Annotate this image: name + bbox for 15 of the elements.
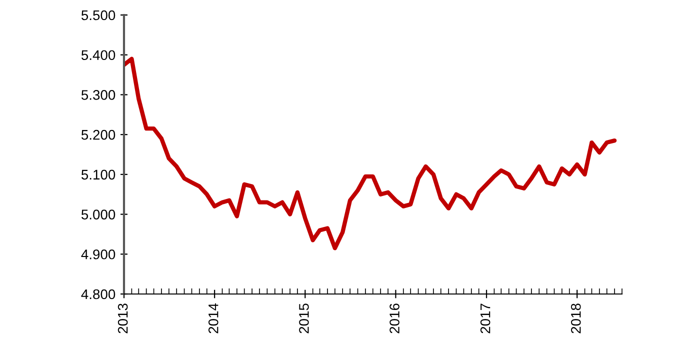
y-tick-label: 5.300	[81, 90, 116, 100]
y-tick-label: 5.400	[81, 50, 116, 60]
x-tick-label: 2013	[118, 304, 128, 334]
line-series	[124, 56, 617, 250]
x-tick-label: 2014	[208, 303, 218, 334]
y-tick-label: 4.900	[81, 249, 116, 260]
x-tick-label: 2017	[480, 304, 490, 334]
y-tick-label: 5.500	[81, 10, 116, 20]
y-tick-label: 4.800	[81, 289, 116, 300]
x-tick-label: 2016	[390, 304, 400, 334]
x-tick-label: 2018	[570, 304, 581, 334]
y-tick-label: 5.200	[81, 130, 116, 140]
y-tick-label: 5.100	[81, 170, 116, 180]
y-tick-label: 5.000	[81, 210, 116, 220]
x-tick-label: 2015	[299, 304, 309, 334]
